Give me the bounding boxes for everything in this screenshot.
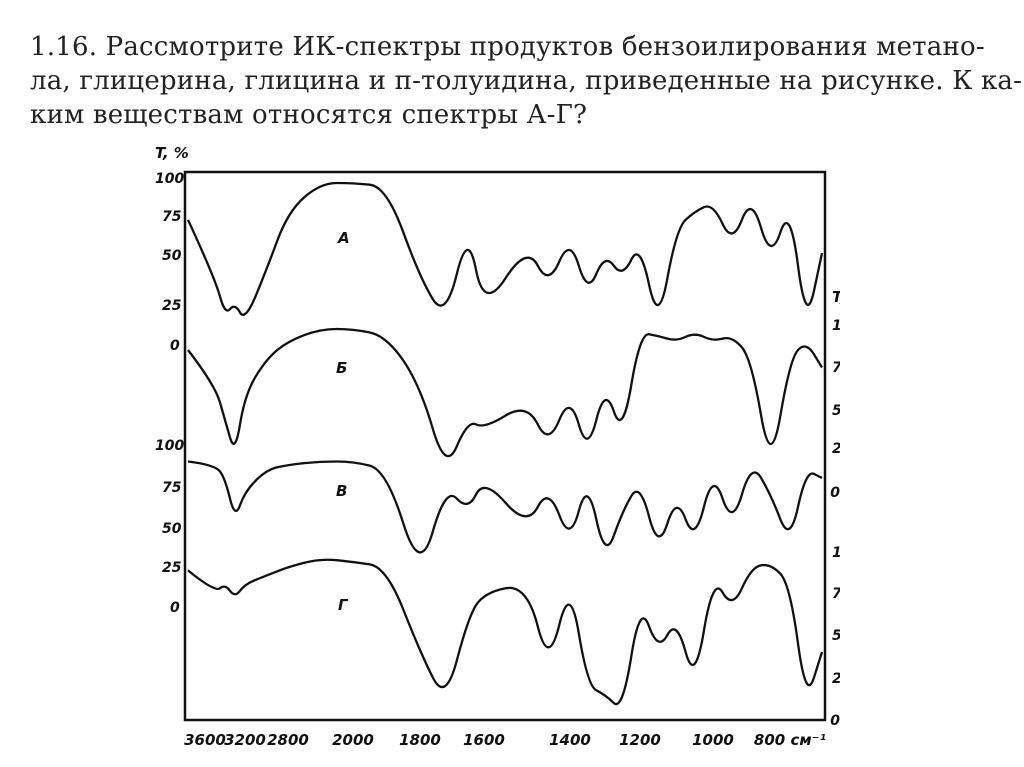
tick-label: 50	[832, 403, 840, 419]
right-ticks-upper: 100 75 50 25 0	[830, 318, 840, 501]
tick-label: 25	[162, 560, 182, 576]
tick-label: 75	[162, 209, 182, 225]
right-ticks-lower: 100 75 50 25 0	[830, 545, 840, 729]
spectrum-label-d: Г	[338, 596, 349, 614]
tick-label: 50	[832, 628, 840, 644]
tick-label: 100	[155, 438, 184, 454]
x-axis-ticks: 3600 3200 2800 2000 1800 1600 1400 1200 …	[184, 731, 826, 749]
problem-line-1: 1.16. Рассмотрите ИК-спектры продуктов б…	[30, 32, 985, 62]
spectrum-line-c	[187, 460, 823, 554]
x-tick-label: 3600	[184, 731, 226, 749]
tick-label: 75	[832, 360, 840, 376]
x-tick-label: 1000	[692, 731, 734, 749]
spectrum-line-a	[186, 181, 824, 316]
tick-label: 50	[162, 248, 182, 264]
spectrum-label-b: Б	[336, 359, 347, 377]
x-tick-label: 1200	[619, 731, 661, 749]
ir-spectra-figure: T, % T,% 100 75 50 25 0 100 75 50 25 0 1…	[155, 144, 840, 749]
tick-label: 0	[170, 338, 180, 354]
tick-label: 25	[162, 298, 182, 314]
tick-label: 0	[830, 713, 840, 729]
tick-label: 0	[830, 485, 840, 501]
tick-label: 100	[832, 318, 840, 334]
tick-label: 100	[155, 171, 184, 187]
problem-line-3: ким веществам относятся спектры А-Г?	[30, 100, 588, 130]
tick-label: 0	[170, 600, 180, 616]
spectrum-line-d	[187, 558, 824, 706]
tick-label: 50	[162, 521, 182, 537]
x-tick-label: 2000	[332, 731, 374, 749]
x-tick-label: 1400	[549, 731, 591, 749]
spectrum-label-c: В	[336, 482, 347, 500]
x-tick-label: 1800	[399, 731, 441, 749]
tick-label: 75	[162, 480, 182, 496]
right-axis-title: T,%	[832, 288, 840, 306]
plot-frame	[183, 170, 827, 722]
x-tick-label: 3200	[224, 731, 266, 749]
left-ticks-top: 100 75 50 25 0	[155, 171, 184, 354]
tick-label: 100	[832, 545, 840, 561]
tick-label: 25	[832, 671, 840, 687]
tick-label: 75	[832, 586, 840, 602]
left-ticks-bottom: 100 75 50 25 0	[155, 438, 184, 616]
spectrum-line-b	[187, 327, 823, 458]
left-axis-title: T, %	[155, 144, 189, 162]
x-tick-label: 800 см⁻¹	[754, 731, 826, 749]
spectrum-traces	[186, 181, 824, 706]
problem-text: 1.16. Рассмотрите ИК-спектры продуктов б…	[30, 30, 1023, 132]
x-tick-label: 1600	[463, 731, 505, 749]
problem-line-2: ла, глицерина, глицина и п-толуидина, пр…	[30, 66, 1023, 96]
spectrum-label-a: А	[337, 229, 350, 247]
tick-label: 25	[832, 441, 840, 457]
x-tick-label: 2800	[267, 731, 309, 749]
